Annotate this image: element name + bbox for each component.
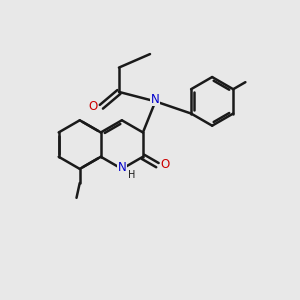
Text: N: N [151, 93, 160, 106]
Text: H: H [128, 170, 136, 180]
Text: N: N [118, 161, 126, 174]
Text: O: O [160, 158, 169, 171]
Text: O: O [88, 100, 98, 113]
